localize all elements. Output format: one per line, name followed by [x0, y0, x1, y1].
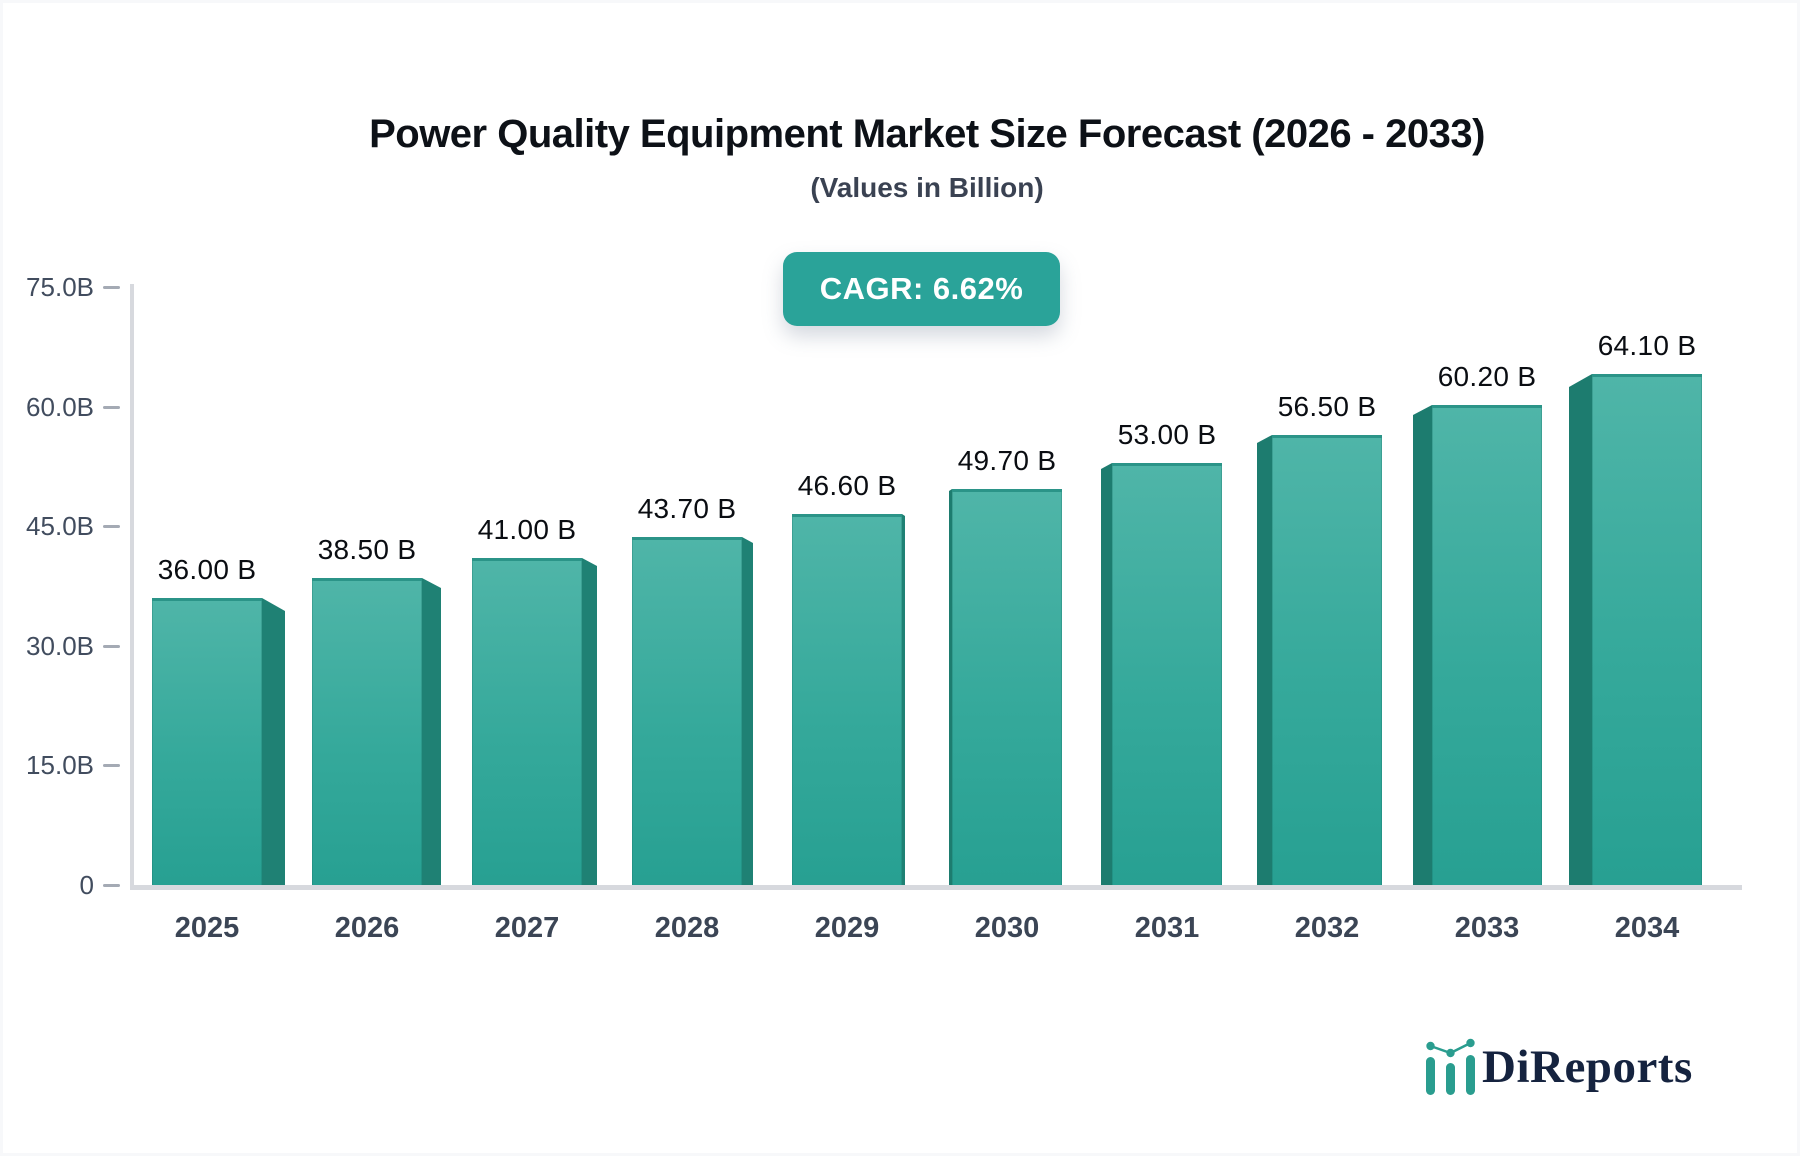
- bar-side-face-2027: [582, 558, 597, 885]
- x-axis-label-2028: 2028: [654, 912, 720, 944]
- x-axis-label-2026: 2026: [334, 912, 400, 944]
- x-axis-label-2033: 2033: [1454, 912, 1520, 944]
- cagr-badge: CAGR: 6.62%: [783, 252, 1060, 326]
- bar-side-face-2025: [262, 598, 285, 885]
- y-axis-tick-label: 45.0B: [26, 511, 94, 542]
- x-axis-label-2030: 2030: [974, 912, 1040, 944]
- y-axis-line: [130, 284, 134, 889]
- bar-2029: [792, 514, 902, 885]
- y-axis-tick-mark: [103, 644, 120, 648]
- bar-value-label-2025: 36.00 B: [157, 554, 257, 585]
- x-axis-label-2034: 2034: [1614, 912, 1680, 944]
- direports-logo-icon: [1426, 1038, 1475, 1095]
- bar-side-face-2033: [1413, 405, 1432, 885]
- bar-value-label-2032: 56.50 B: [1277, 391, 1377, 422]
- bar-2033: [1432, 405, 1542, 885]
- x-axis-label-2031: 2031: [1134, 912, 1200, 944]
- bar-value-label-2031: 53.00 B: [1117, 419, 1217, 450]
- y-axis-tick-label: 30.0B: [26, 630, 94, 661]
- y-axis-tick-mark: [103, 286, 120, 290]
- bar-2032: [1272, 435, 1382, 885]
- bar-2025: [152, 598, 262, 885]
- bar-2027: [472, 558, 582, 885]
- bar-value-label-2027: 41.00 B: [477, 514, 577, 545]
- y-axis-tick-label: 75.0B: [26, 272, 94, 303]
- x-axis-line: [130, 885, 1742, 890]
- bar-value-label-2033: 60.20 B: [1437, 361, 1537, 392]
- bar-side-face-2026: [422, 578, 441, 885]
- bar-value-label-2030: 49.70 B: [957, 445, 1057, 476]
- direports-logo: DiReports: [1424, 1038, 1693, 1096]
- bar-side-face-2028: [742, 537, 753, 885]
- x-axis-label-2027: 2027: [494, 912, 560, 944]
- bar-side-face-2030: [949, 489, 952, 885]
- y-axis-tick-label: 60.0B: [26, 391, 94, 422]
- bar-2030: [952, 489, 1062, 885]
- y-axis-tick-mark: [103, 405, 120, 409]
- chart-subtitle: (Values in Billion): [810, 172, 1044, 203]
- chart-title: Power Quality Equipment Market Size Fore…: [369, 112, 1485, 156]
- bar-value-label-2034: 64.10 B: [1597, 330, 1697, 361]
- bar-side-face-2031: [1101, 463, 1112, 885]
- y-axis-tick-mark: [103, 525, 120, 529]
- x-axis-label-2029: 2029: [814, 912, 880, 944]
- bar-2034: [1592, 374, 1702, 885]
- bar-value-label-2028: 43.70 B: [637, 493, 737, 524]
- bar-side-face-2034: [1569, 374, 1592, 885]
- y-axis-tick-label: 15.0B: [26, 750, 94, 781]
- y-axis-tick-mark: [103, 884, 120, 887]
- direports-logo-text: DiReports: [1482, 1041, 1693, 1093]
- bar-side-face-2032: [1257, 435, 1272, 885]
- bar-2028: [632, 537, 742, 885]
- y-axis-tick-mark: [103, 764, 120, 768]
- bar-side-face-2029: [902, 514, 905, 885]
- x-axis-label-2025: 2025: [174, 912, 240, 944]
- bar-2031: [1112, 463, 1222, 885]
- bar-2026: [312, 578, 422, 885]
- bar-value-label-2029: 46.60 B: [797, 470, 897, 501]
- y-axis-tick-label: 0: [79, 870, 94, 900]
- x-axis-label-2032: 2032: [1294, 912, 1360, 944]
- bar-value-label-2026: 38.50 B: [317, 534, 417, 565]
